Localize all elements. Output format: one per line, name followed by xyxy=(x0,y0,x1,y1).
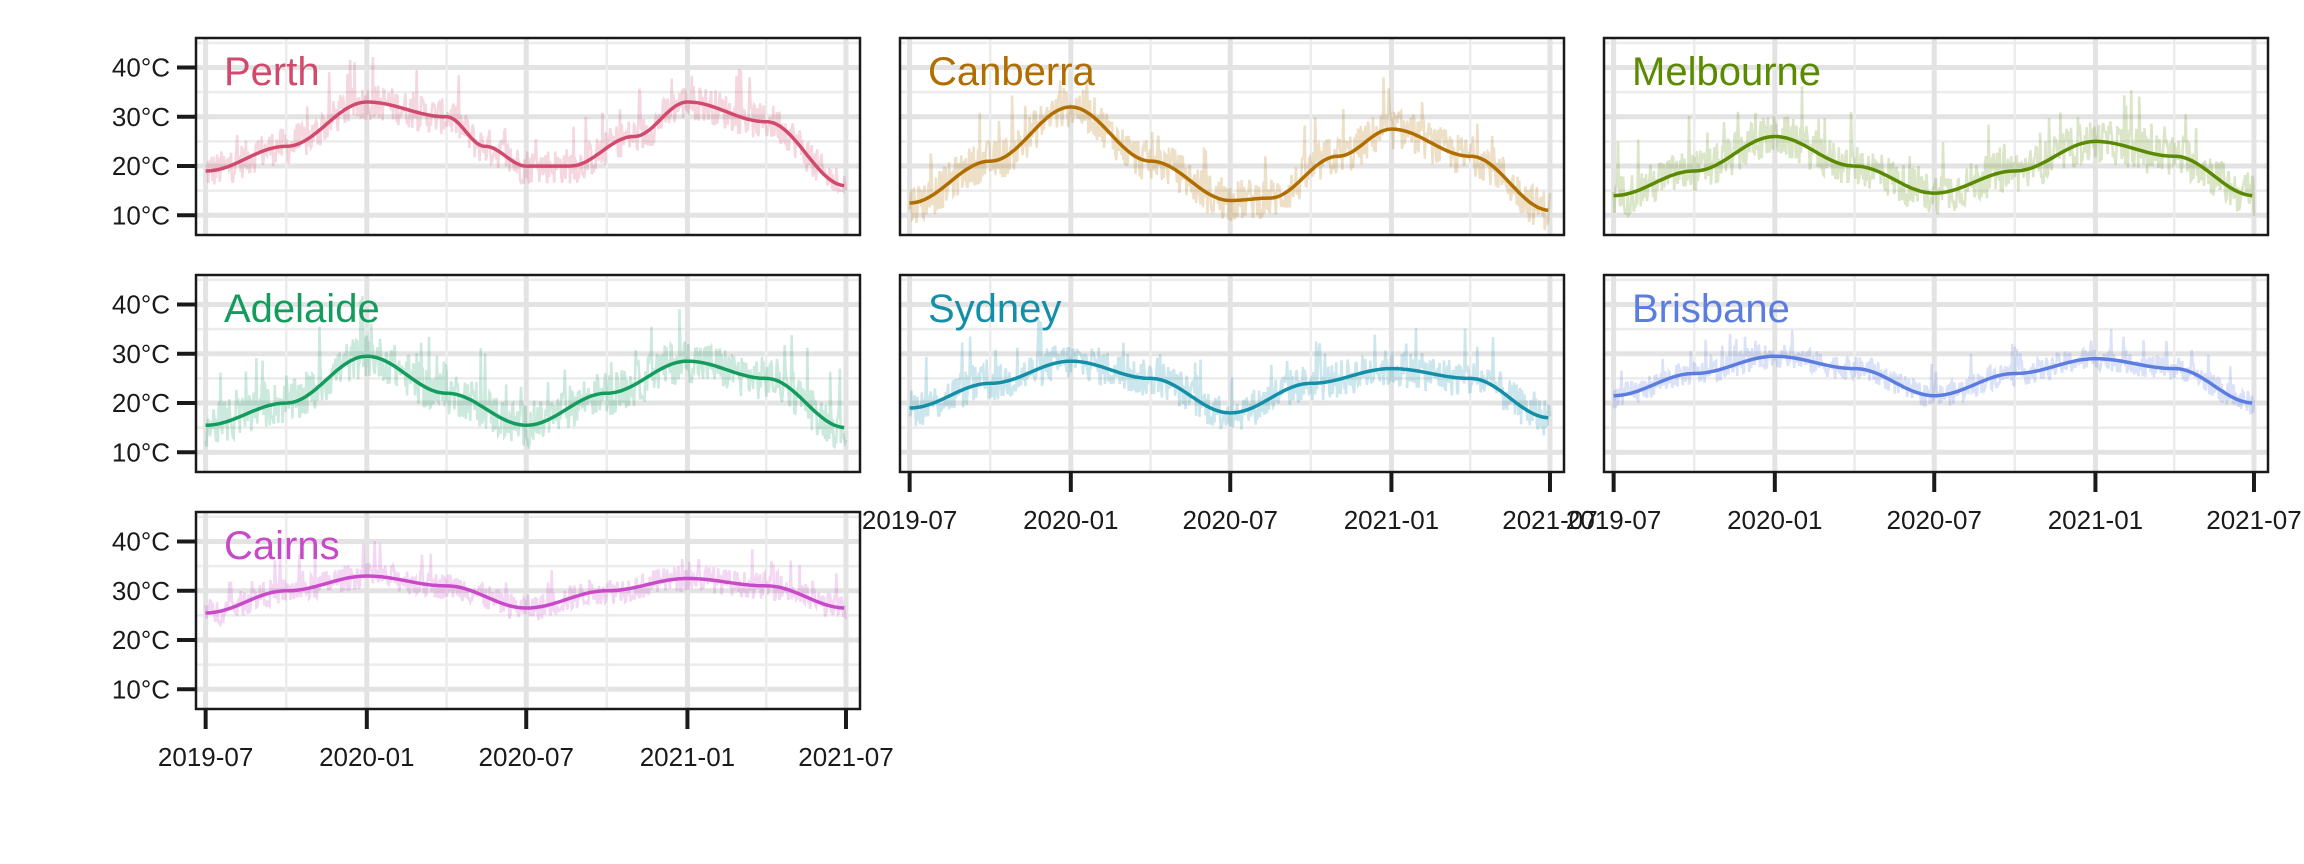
y-tick-label: 40°C xyxy=(112,527,170,557)
y-tick-label: 10°C xyxy=(112,674,170,704)
smoothed-temperature-line xyxy=(1613,134,2253,198)
gridlines xyxy=(900,275,1564,472)
daily-temperature-series xyxy=(908,317,1552,436)
daily-temperature-series xyxy=(1612,86,2256,219)
x-tick-label: 2020-07 xyxy=(1887,505,1982,535)
panel-frame xyxy=(1602,36,2270,237)
gridlines xyxy=(900,38,1564,235)
x-tick-label: 2021-01 xyxy=(2048,505,2143,535)
x-tick-label: 2020-01 xyxy=(1023,505,1118,535)
x-tick-label: 2021-07 xyxy=(798,742,893,772)
panel-title: Brisbane xyxy=(1632,287,1790,331)
x-tick-label: 2020-07 xyxy=(1183,505,1278,535)
gridlines xyxy=(196,512,860,709)
y-tick-label: 40°C xyxy=(112,290,170,320)
x-tick-label: 2019-07 xyxy=(1566,505,1661,535)
y-tick-label: 40°C xyxy=(112,53,170,83)
x-tick-label: 2021-01 xyxy=(1344,505,1439,535)
y-tick-label: 20°C xyxy=(112,388,170,418)
panel-title: Sydney xyxy=(928,287,1061,331)
panel-title: Adelaide xyxy=(224,287,380,331)
y-tick-label: 30°C xyxy=(112,576,170,606)
daily-temperature-series xyxy=(204,56,848,195)
panel-adelaide: Adelaide 10°C 20°C 30°C 40°C xyxy=(112,273,862,474)
x-tick-label: 2019-07 xyxy=(862,505,957,535)
panel-frame xyxy=(194,510,862,711)
x-tick-label: 2021-07 xyxy=(2206,505,2301,535)
x-tick-label: 2020-01 xyxy=(319,742,414,772)
smoothed-temperature-line xyxy=(205,354,845,430)
y-tick-label: 30°C xyxy=(112,102,170,132)
panel-frame xyxy=(194,273,862,474)
panel-frame xyxy=(194,36,862,237)
panel-brisbane: Brisbane 2019-07 2020-01 2020-07 2021-01 2021… xyxy=(1566,273,2302,535)
panel-frame xyxy=(898,36,1566,237)
x-tick-label: 2021-07 xyxy=(1502,505,1597,535)
smoothed-temperature-line xyxy=(909,359,1549,420)
panel-canberra: Canberra xyxy=(898,36,1566,237)
smoothed-temperature-line xyxy=(1613,354,2253,405)
gridlines xyxy=(1604,275,2268,472)
smoothed-temperature-line xyxy=(205,100,845,188)
y-tick-label: 10°C xyxy=(112,200,170,230)
panel-perth: Perth 10°C 20°C 30°C 40°C xyxy=(112,36,862,237)
x-tick-label: 2020-01 xyxy=(1727,505,1822,535)
gridlines xyxy=(1604,38,2268,235)
y-tick-label: 20°C xyxy=(112,625,170,655)
smoothed-temperature-line xyxy=(205,574,845,615)
y-tick-label: 20°C xyxy=(112,151,170,181)
daily-temperature-series xyxy=(908,77,1552,231)
gridlines xyxy=(196,275,860,472)
panel-frame xyxy=(898,273,1566,474)
panel-title: Canberra xyxy=(928,50,1096,94)
panel-melbourne: Melbourne xyxy=(1602,36,2270,237)
panel-title: Melbourne xyxy=(1632,50,1821,94)
panel-cairns: Cairns 10°C 20°C 30°C 40°C 2019-07 2020-01 2020… xyxy=(112,510,894,772)
y-tick-label: 10°C xyxy=(112,437,170,467)
daily-temperature-series xyxy=(204,295,848,451)
smoothed-temperature-line xyxy=(909,105,1549,213)
x-tick-label: 2019-07 xyxy=(158,742,253,772)
x-tick-label: 2020-07 xyxy=(479,742,574,772)
x-tick-label: 2021-01 xyxy=(640,742,735,772)
panel-sydney: Sydney 2019-07 2020-01 2020-07 2021-01 2021-0… xyxy=(862,273,1598,535)
panel-frame xyxy=(1602,273,2270,474)
panel-title: Perth xyxy=(224,50,320,94)
panel-title: Cairns xyxy=(224,524,340,568)
y-tick-label: 30°C xyxy=(112,339,170,369)
